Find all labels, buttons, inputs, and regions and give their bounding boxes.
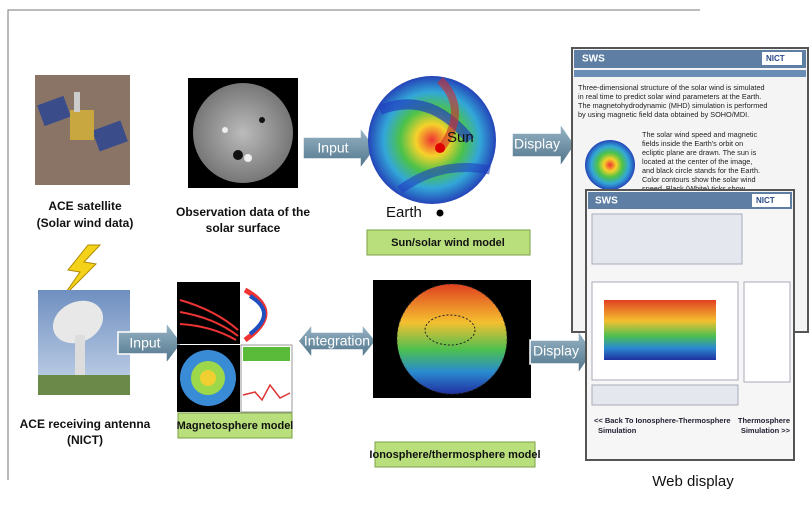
logo: NICT: [766, 54, 785, 63]
arrow: Display: [511, 120, 576, 170]
web-link: << Back To Ionosphere-Thermosphere: [594, 416, 731, 425]
web-text: Three-dimensional structure of the solar…: [578, 83, 765, 92]
logo: SWS: [595, 196, 618, 207]
caption: solar surface: [206, 221, 281, 235]
label-box: [366, 229, 531, 256]
double-arrow: Integration: [297, 321, 377, 361]
caption: (NICT): [67, 433, 103, 447]
solar-surface-image: [188, 78, 298, 188]
web-link: Simulation >>: [741, 426, 791, 435]
caption: Web display: [652, 473, 734, 490]
arrow: Display: [529, 327, 594, 377]
caption: ACE satellite: [48, 199, 122, 213]
arrow-label: Integration: [304, 333, 370, 349]
web-text: located at the center of the image,: [642, 157, 752, 166]
arrow: Input: [302, 124, 377, 172]
web-text: and black circle stands for the Earth.: [642, 166, 760, 175]
frame: [7, 9, 700, 480]
arrow-label: Display: [514, 136, 560, 152]
sun-label: Sun: [447, 129, 474, 146]
caption: Observation data of the: [176, 205, 310, 219]
web-text: The solar wind speed and magnetic: [642, 130, 758, 139]
earth-label: Earth: [386, 204, 422, 221]
arrow-label: Display: [533, 343, 579, 359]
web-text: in real time to predict solar wind param…: [578, 92, 761, 101]
model-label: Ionosphere/thermosphere model: [369, 449, 540, 461]
magnetosphere-image: [177, 282, 293, 413]
logo: SWS: [582, 54, 605, 65]
satellite-image: [35, 75, 130, 185]
web-text: by using magnetic field data obtained by…: [578, 110, 749, 119]
arrow-label: Input: [129, 335, 160, 351]
label-box: [177, 412, 293, 439]
logo: NICT: [756, 196, 775, 205]
web-text: ecliptic plane are drawn. The sun is: [642, 148, 757, 157]
arrow-label: Input: [317, 140, 348, 156]
caption: ACE receiving antenna: [20, 417, 151, 431]
web-text: fields inside the Earth's orbit on: [642, 139, 743, 148]
web-text: speed. Black (White) ticks show: [642, 184, 746, 193]
web-link: Simulation: [598, 426, 637, 435]
caption: (Solar wind data): [37, 216, 134, 230]
web-text: The magnetohydrodynamic (MHD) simulation…: [578, 101, 767, 110]
lightning-icon: [61, 244, 102, 299]
label-box: [374, 441, 536, 468]
antenna-image: [38, 290, 130, 395]
sun-model-image: [368, 76, 496, 217]
arrow: Input: [117, 319, 183, 367]
web-link: Thermosphere: [738, 416, 790, 425]
ionosphere-image: [373, 280, 531, 398]
model-label: Magnetosphere model: [177, 420, 294, 432]
web-window: SWS NICT: [585, 189, 795, 461]
model-label: Sun/solar wind model: [391, 237, 505, 249]
web-text: Color contours show the solar wind: [642, 175, 756, 184]
